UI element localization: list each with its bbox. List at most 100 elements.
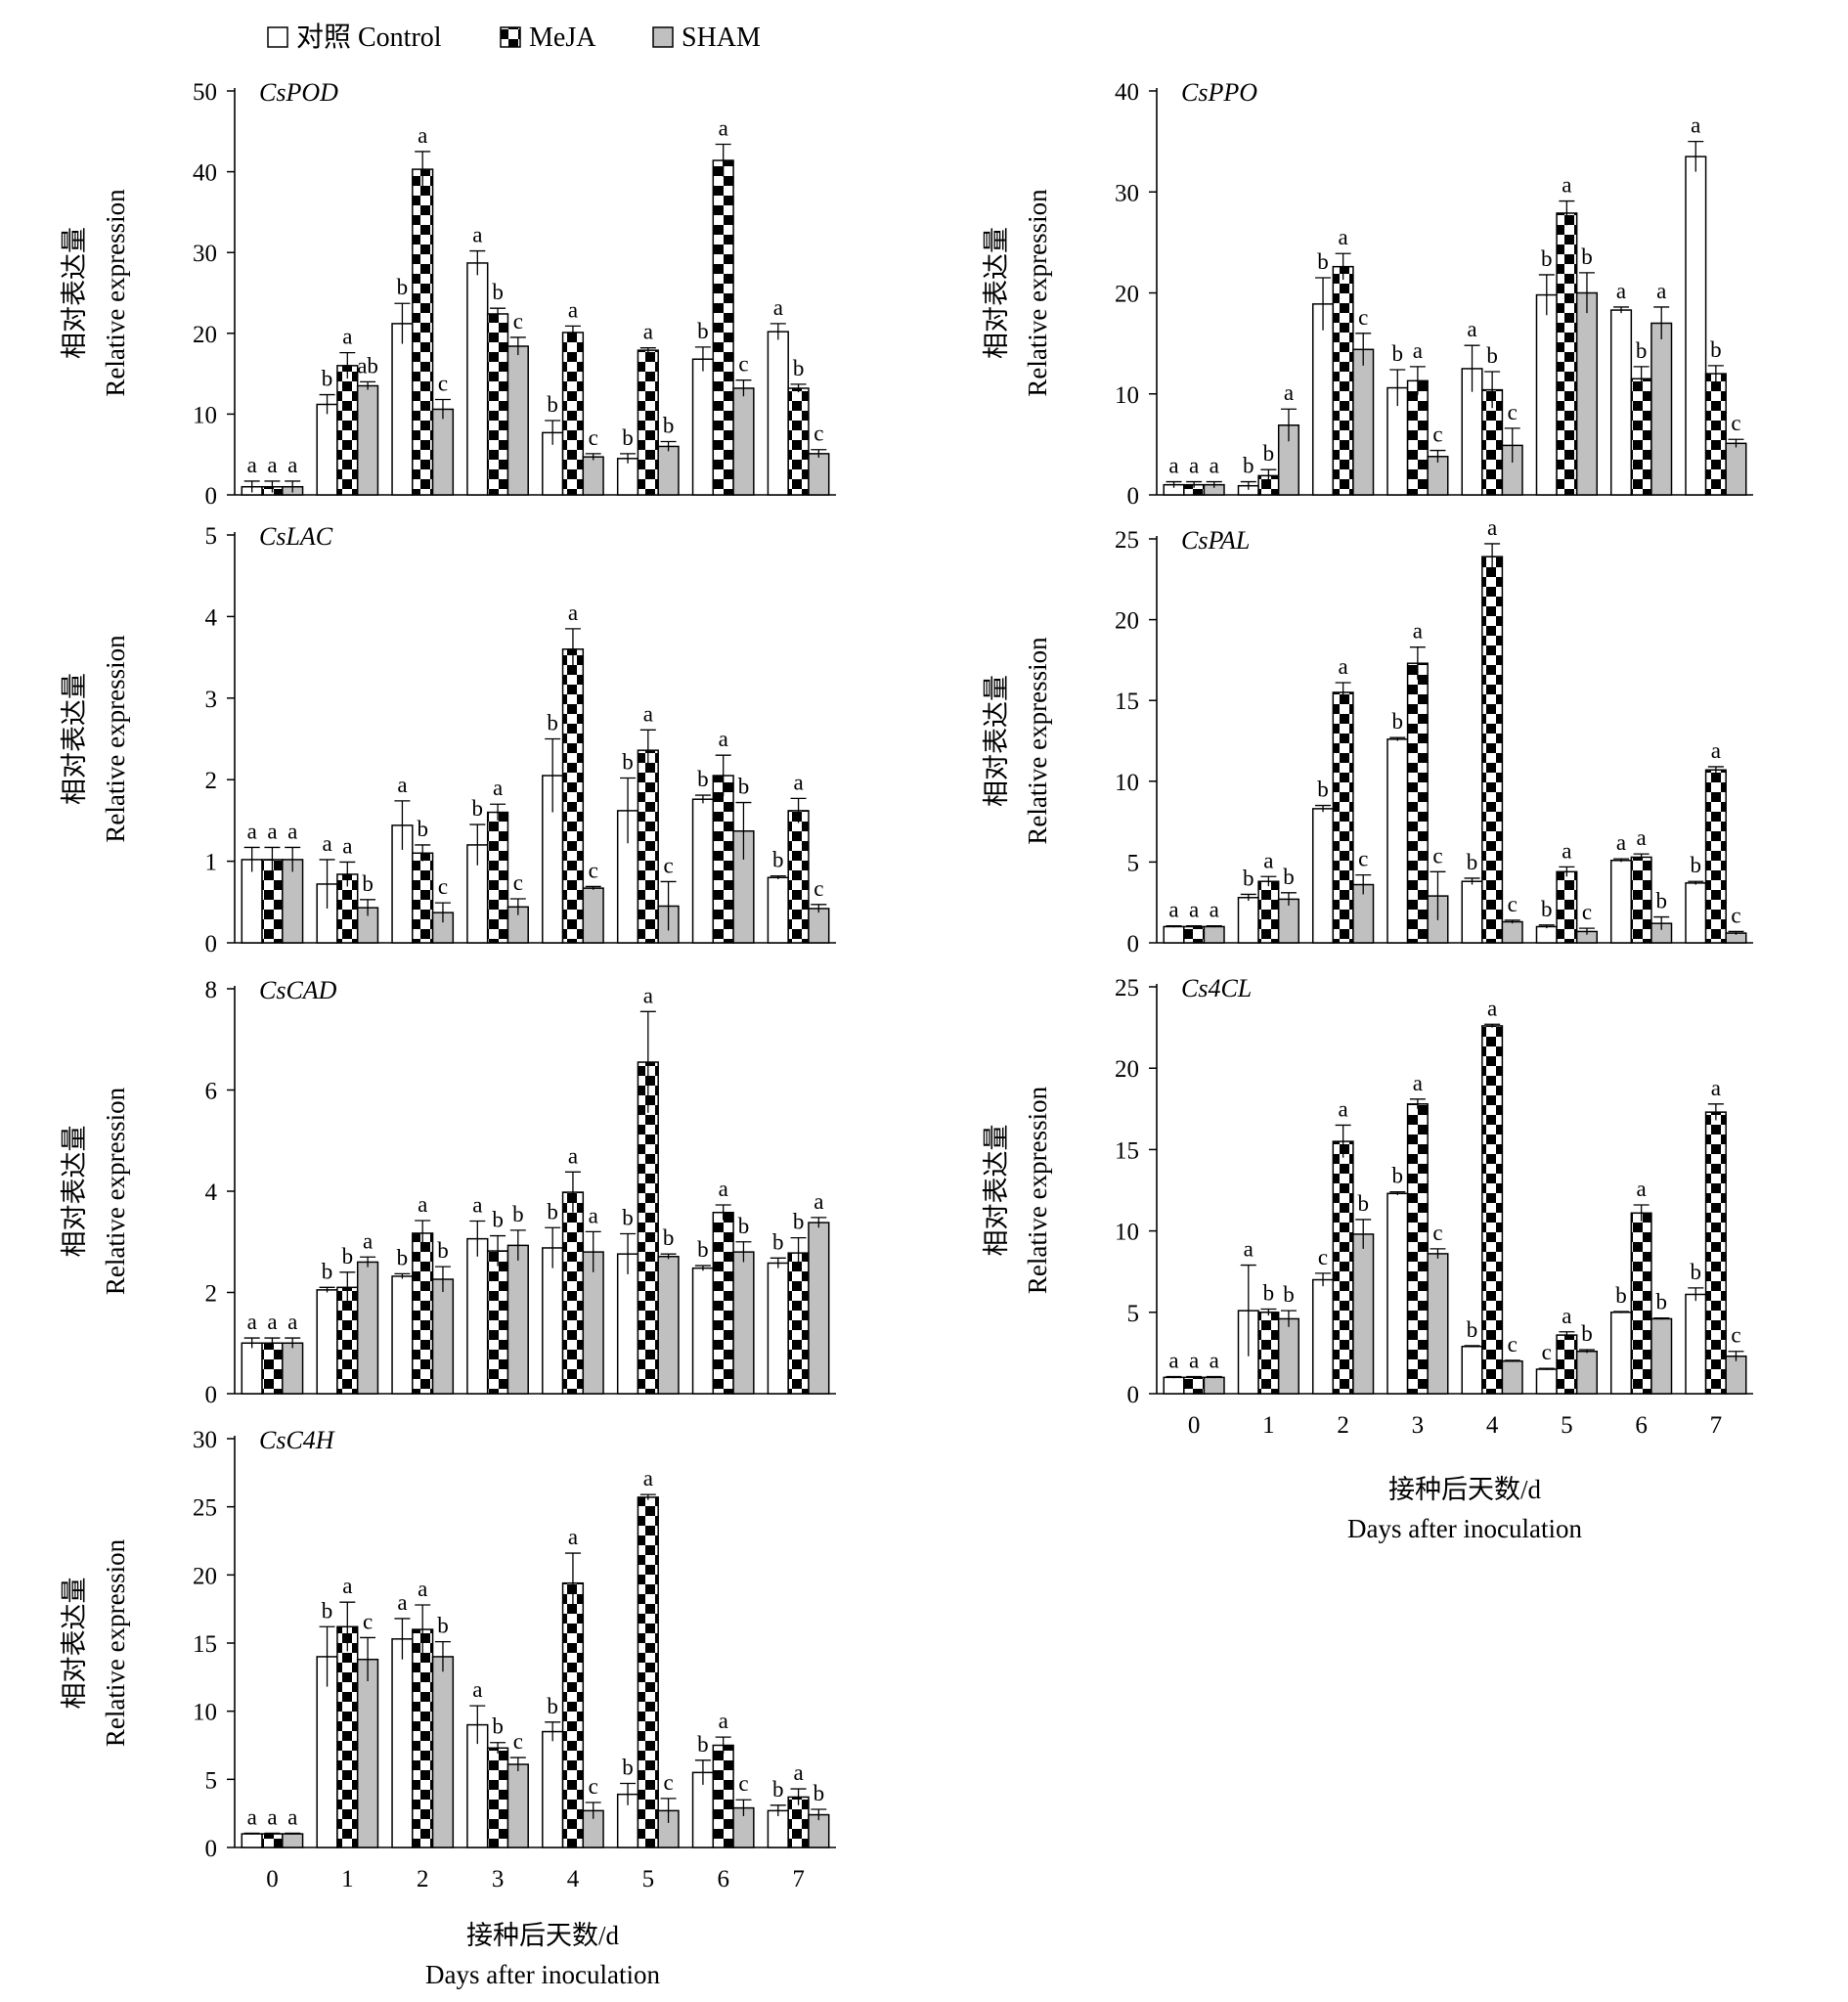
bar-control-day-3 <box>1386 1192 1409 1395</box>
significance-letter: b <box>697 319 709 343</box>
y-axis-title-en: Relative expression <box>1023 189 1052 397</box>
significance-letter: a <box>1413 1071 1423 1095</box>
bar-meja-day-1 <box>336 1286 359 1395</box>
y-axis-title-cn: 相对表达量 <box>60 1126 89 1258</box>
significance-letter: b <box>697 1732 709 1757</box>
significance-letter: a <box>397 773 407 797</box>
y-tick-label: 5 <box>1127 1301 1140 1327</box>
significance-letter: b <box>793 1210 805 1234</box>
bar-sham-day-6 <box>1650 322 1673 496</box>
significance-letter: a <box>267 1310 277 1334</box>
y-tick-label: 10 <box>193 402 217 428</box>
bar-control-day-6 <box>691 798 715 944</box>
y-tick-label: 0 <box>1127 483 1140 510</box>
bar-sham-day-7 <box>1725 442 1747 496</box>
y-tick-label: 0 <box>205 483 218 510</box>
significance-letter: a <box>267 819 277 843</box>
bar-meja-day-2 <box>1332 1140 1354 1395</box>
significance-letter: b <box>1655 1290 1667 1314</box>
legend: 对照 Control MeJA SHAM <box>267 22 761 53</box>
significance-letter: c <box>363 1609 373 1633</box>
x-tick-label: 1 <box>1262 1412 1275 1439</box>
bar-control-day-7 <box>767 331 789 496</box>
significance-letter: a <box>719 727 728 751</box>
significance-letter: a <box>1168 1349 1178 1373</box>
significance-letter: c <box>663 853 673 877</box>
y-tick-label: 10 <box>1115 1220 1139 1246</box>
significance-letter: b <box>512 1202 524 1226</box>
significance-letter: b <box>697 767 709 791</box>
significance-letter: a <box>1339 225 1348 249</box>
bar-control-day-3 <box>466 1237 489 1395</box>
gene-title-cspal: CsPAL <box>1181 526 1250 555</box>
significance-letter: a <box>247 453 257 477</box>
significance-letter: a <box>472 223 482 247</box>
significance-letter: a <box>643 320 653 344</box>
significance-letter: a <box>773 295 783 320</box>
significance-letter: b <box>1541 897 1553 921</box>
y-tick-label: 30 <box>193 241 217 267</box>
significance-letter: a <box>1487 515 1497 540</box>
bar-meja-day-7 <box>1704 373 1727 496</box>
significance-letter: a <box>1637 1177 1647 1201</box>
y-tick-label: 30 <box>193 1427 217 1453</box>
significance-letter: c <box>1358 305 1368 330</box>
significance-letter: c <box>1318 1245 1328 1269</box>
y-tick-label: 6 <box>205 1079 218 1105</box>
significance-letter: c <box>663 1770 673 1795</box>
significance-letter: b <box>1243 866 1254 890</box>
significance-letter: a <box>568 1143 578 1168</box>
significance-letter: a <box>1244 1237 1254 1262</box>
significance-letter: a <box>322 831 331 856</box>
significance-letter: c <box>513 309 523 334</box>
bar-meja-day-1 <box>336 1625 359 1848</box>
significance-letter: a <box>287 819 297 843</box>
bar-control-day-2 <box>1311 808 1335 944</box>
bar-meja-day-0 <box>1183 925 1206 944</box>
x-tick-label: 5 <box>1561 1412 1573 1439</box>
bar-control-day-4 <box>1461 1345 1483 1395</box>
gene-title-cs4cl: Cs4CL <box>1181 974 1252 1002</box>
bar-control-day-7 <box>1685 882 1707 944</box>
significance-letter: c <box>1432 1221 1442 1245</box>
y-tick-label: 15 <box>1115 1137 1139 1164</box>
y-tick-label: 20 <box>1115 1056 1139 1083</box>
significance-letter: c <box>1432 843 1442 868</box>
significance-letter: b <box>622 1756 634 1780</box>
significance-letter: a <box>472 1193 482 1218</box>
bar-sham-day-3 <box>506 345 529 496</box>
significance-letter: a <box>493 776 503 800</box>
y-axis-title-en: Relative expression <box>101 189 130 397</box>
significance-letter: b <box>738 775 750 799</box>
x-tick-label: 2 <box>417 1866 429 1892</box>
significance-letter: b <box>772 848 784 872</box>
y-tick-label: 40 <box>193 160 217 187</box>
y-tick-label: 5 <box>205 523 218 550</box>
significance-letter: a <box>418 123 427 148</box>
significance-letter: b <box>1581 1321 1593 1346</box>
bar-control-day-5 <box>616 458 639 496</box>
significance-letter: c <box>814 422 823 446</box>
significance-letter: a <box>247 1310 257 1334</box>
bar-meja-day-0 <box>261 859 284 944</box>
y-tick-label: 0 <box>205 1836 218 1862</box>
significance-letter: b <box>622 425 634 450</box>
bar-meja-day-6 <box>1630 378 1652 496</box>
y-tick-label: 20 <box>1115 608 1139 635</box>
bar-meja-day-4 <box>1481 1025 1504 1395</box>
significance-letter: b <box>547 1199 558 1223</box>
significance-letter: a <box>1189 898 1199 922</box>
bar-control-day-2 <box>1311 1278 1335 1395</box>
bar-meja-day-2 <box>1332 265 1354 496</box>
bar-sham-day-4 <box>582 887 604 944</box>
significance-letter: a <box>1656 279 1666 303</box>
legend-swatch-control <box>267 26 288 48</box>
significance-letter: b <box>492 1714 504 1739</box>
xlabel-cn-left: 接种后天数/d <box>466 1921 620 1950</box>
significance-letter: b <box>547 1694 558 1718</box>
x-tick-label: 4 <box>1486 1412 1499 1439</box>
significance-letter: c <box>1432 423 1442 447</box>
gene-title-cspod: CsPOD <box>259 78 338 107</box>
x-tick-label: 6 <box>1635 1412 1648 1439</box>
